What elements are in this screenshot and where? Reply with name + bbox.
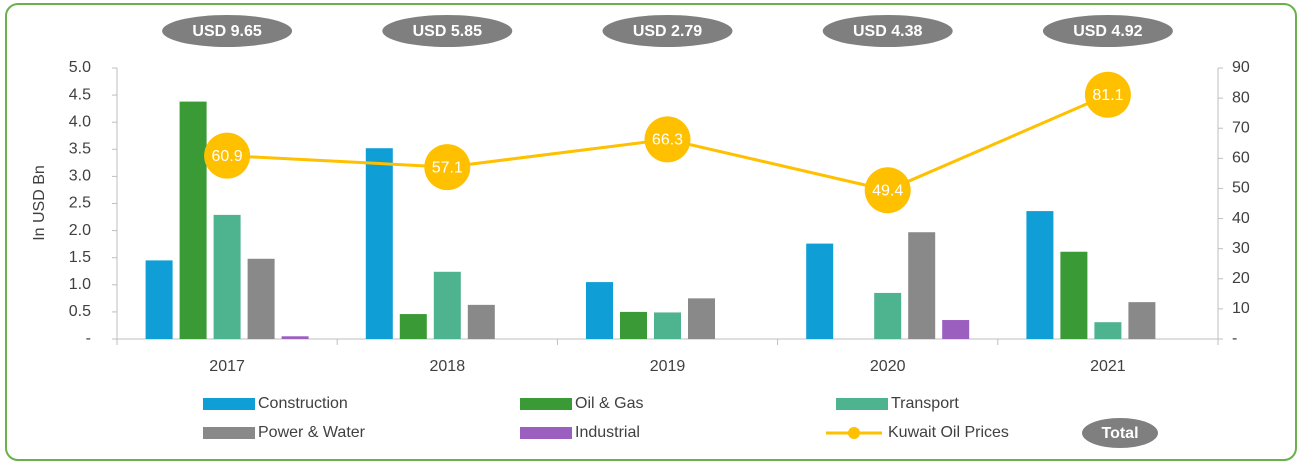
legend-label: Industrial <box>575 424 640 441</box>
total-legend: Total <box>1101 425 1138 442</box>
bar <box>806 243 834 339</box>
y-tick-label: 1.5 <box>69 249 91 266</box>
legend-swatch <box>520 427 572 439</box>
total-badge <box>1082 418 1158 448</box>
annotation-badge <box>162 15 293 47</box>
legend-swatch <box>520 398 572 410</box>
bar <box>1094 322 1122 339</box>
point <box>204 132 251 179</box>
bar <box>179 101 207 339</box>
y-tick-label: 4.5 <box>69 86 91 103</box>
legend-label: Transport <box>891 395 959 412</box>
y2-tick-label: 40 <box>1232 210 1250 227</box>
data-label: 81.1 <box>1092 87 1123 104</box>
annotation-badge <box>822 15 953 47</box>
data-label: 57.1 <box>432 159 463 176</box>
bar <box>1026 211 1054 339</box>
y2-tick-label: 10 <box>1232 300 1250 317</box>
data-label: 66.3 <box>652 132 683 149</box>
bar <box>586 282 613 339</box>
x-tick-label: 2021 <box>1090 358 1126 375</box>
y2-tick-label: 50 <box>1232 180 1250 197</box>
bar <box>213 214 241 339</box>
y2-tick-label: 90 <box>1232 59 1250 76</box>
bar <box>1128 302 1156 339</box>
annotation: USD 4.38 <box>853 23 922 40</box>
bar <box>145 260 173 339</box>
legend-swatch <box>203 398 255 410</box>
annotation: USD 2.79 <box>633 23 702 40</box>
data-label: 60.9 <box>212 148 243 165</box>
y-tick-label: 2.5 <box>69 195 91 212</box>
annotation-badge <box>1042 15 1173 47</box>
bar <box>874 292 902 339</box>
y-tick-label: 5.0 <box>69 59 91 76</box>
y2-tick-label: - <box>1232 330 1237 347</box>
y2-tick-label: 70 <box>1232 119 1250 136</box>
point <box>424 144 471 191</box>
point <box>644 116 691 163</box>
y-axis-label: In USD Bn <box>31 165 48 241</box>
bar <box>654 312 681 339</box>
bar <box>467 304 495 339</box>
annotation-badge <box>602 15 733 47</box>
annotation: USD 9.65 <box>192 23 261 40</box>
bar <box>399 314 427 339</box>
frame <box>5 3 1297 461</box>
y-tick-label: 1.0 <box>69 276 91 293</box>
x-tick-label: 2018 <box>430 358 466 375</box>
legend-label: Construction <box>258 395 348 412</box>
annotation-badge <box>382 15 513 47</box>
bar <box>433 271 461 339</box>
y2-tick-label: 80 <box>1232 89 1250 106</box>
y-tick-label: 0.5 <box>69 303 91 320</box>
legend-label: Power & Water <box>258 424 366 441</box>
annotation: USD 5.85 <box>413 23 482 40</box>
x-tick-label: 2019 <box>650 358 686 375</box>
y2-tick-label: 30 <box>1232 240 1250 257</box>
bar <box>942 320 970 339</box>
y2-tick-label: 60 <box>1232 150 1250 167</box>
bar <box>365 148 393 339</box>
y-tick-label: 3.0 <box>69 168 91 185</box>
bar <box>908 232 936 339</box>
y2-tick-label: 20 <box>1232 270 1250 287</box>
legend-label: Kuwait Oil Prices <box>888 424 1009 441</box>
bar <box>247 258 275 339</box>
y-tick-label: 3.5 <box>69 141 91 158</box>
y-tick-label: - <box>86 330 91 347</box>
point <box>1084 71 1131 118</box>
annotation: USD 4.92 <box>1073 23 1142 40</box>
bar <box>281 336 309 339</box>
bar <box>1060 251 1088 339</box>
y-tick-label: 2.0 <box>69 222 91 239</box>
legend-swatch <box>836 398 888 410</box>
bar <box>688 298 715 339</box>
x-tick-label: 2020 <box>870 358 906 375</box>
legend-label: Oil & Gas <box>575 395 643 412</box>
legend-marker <box>848 427 860 439</box>
bar <box>620 311 647 339</box>
x-tick-label: 2017 <box>209 358 245 375</box>
point <box>864 167 911 214</box>
data-label: 49.4 <box>872 182 903 199</box>
y-tick-label: 4.0 <box>69 113 91 130</box>
legend-swatch <box>203 427 255 439</box>
